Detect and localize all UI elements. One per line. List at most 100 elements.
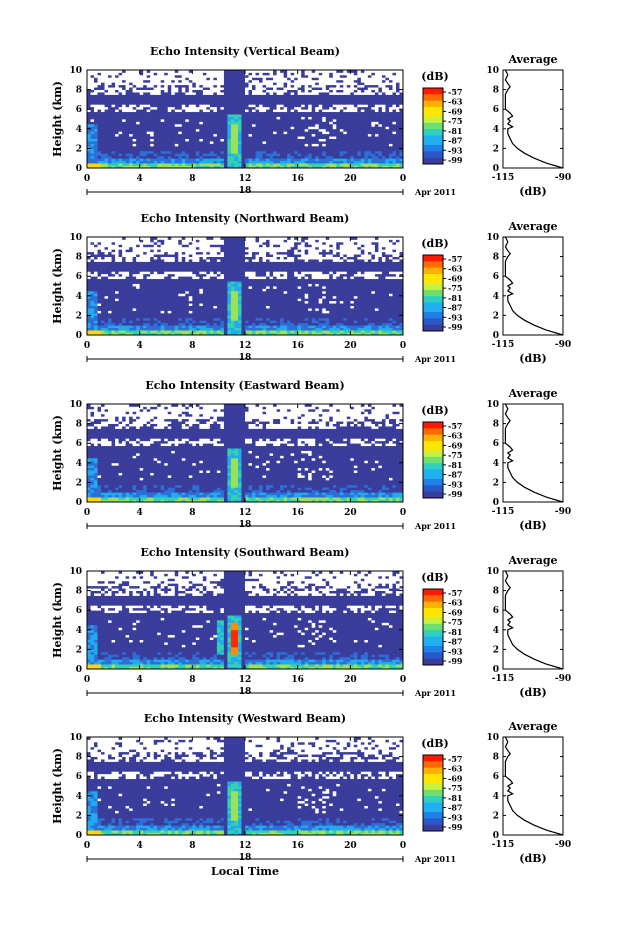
heatmap-cell (360, 119, 365, 122)
heatmap-cell (174, 276, 179, 280)
heatmap-cell (192, 104, 197, 108)
heatmap-cell (171, 160, 176, 164)
heatmap-cell (118, 99, 123, 103)
heatmap-cell (171, 121, 176, 125)
heatmap-cell (297, 128, 302, 132)
heatmap-cell (255, 72, 260, 76)
heatmap-cell (97, 239, 102, 243)
heatmap-cell (395, 158, 400, 162)
heatmap-cell (108, 138, 112, 142)
heatmap-cell (104, 116, 109, 120)
heatmap-cell (367, 101, 372, 105)
heatmap-cell (315, 136, 320, 139)
heatmap-cell (94, 163, 98, 166)
heatmap-cell (353, 153, 358, 157)
heatmap-cell (192, 116, 197, 120)
heatmap-cell (125, 82, 130, 86)
heatmap-cell (206, 148, 211, 152)
heatmap-cell (315, 148, 320, 152)
heatmap-cell (336, 111, 341, 115)
heatmap-cell (195, 261, 200, 265)
heatmap-cell (157, 317, 162, 321)
heatmap-cell (97, 268, 102, 272)
heatmap-cell (178, 332, 183, 336)
heatmap-cell (101, 145, 105, 149)
heatmap-cell (192, 131, 197, 135)
heatmap-cell (164, 286, 169, 289)
heatmap-cell (290, 74, 295, 78)
heatmap-cell (399, 150, 404, 154)
heatmap-cell (132, 126, 137, 130)
heatmap-cell (146, 106, 151, 110)
heatmap-cell (223, 72, 228, 76)
heatmap-cell (143, 259, 148, 262)
heatmap-cell (329, 77, 334, 81)
heatmap-cell (171, 261, 176, 265)
heatmap-cell (122, 300, 127, 304)
heatmap-cell (202, 101, 207, 105)
heatmap-cell (245, 145, 249, 149)
heatmap-cell (252, 114, 256, 117)
heatmap-cell (195, 126, 200, 130)
heatmap-cell (90, 239, 95, 243)
heatmap-cell (139, 300, 144, 304)
heatmap-cell (174, 317, 179, 321)
heatmap-cell (195, 312, 200, 316)
heatmap-cell (87, 114, 91, 117)
heatmap-cell (336, 74, 341, 78)
heatmap-cell (122, 138, 127, 142)
heatmap-cell (245, 148, 249, 152)
heatmap-cell (90, 92, 95, 95)
heatmap-cell (146, 254, 151, 257)
heatmap-cell (192, 155, 197, 159)
heatmap-cell (339, 141, 344, 144)
heatmap-cell (157, 77, 162, 81)
heatmap-cell (206, 136, 211, 139)
heatmap-cell (174, 106, 179, 110)
heatmap-cell (125, 278, 130, 282)
heatmap-cell (364, 136, 369, 139)
heatmap-cell (118, 312, 123, 316)
heatmap-cell (216, 89, 221, 93)
heatmap-cell (167, 79, 172, 83)
heatmap-cell (132, 276, 137, 280)
colorbar-segment (423, 141, 443, 146)
heatmap-cell (346, 96, 351, 100)
heatmap-cell (94, 133, 98, 137)
heatmap-cell (94, 310, 98, 314)
heatmap-cell (146, 163, 151, 166)
heatmap-cell (146, 82, 151, 86)
heatmap-cell (350, 114, 355, 117)
heatmap-cell (252, 141, 256, 144)
heatmap-cell (160, 325, 165, 329)
heatmap-cell (262, 131, 267, 135)
heatmap-cell (136, 72, 141, 76)
heatmap-cell (160, 141, 165, 144)
heatmap-cell (325, 123, 330, 127)
heatmap-cell (153, 72, 158, 76)
heatmap-cell (185, 303, 190, 306)
heatmap-cell (125, 70, 130, 73)
heatmap-cell (146, 241, 151, 245)
heatmap-cell (178, 261, 183, 265)
heatmap-cell (259, 72, 263, 76)
heatmap-cell (332, 145, 337, 149)
heatmap-cell (94, 249, 98, 253)
heatmap-cell (283, 160, 288, 164)
heatmap-cell (262, 123, 267, 127)
heatmap-cell (153, 133, 158, 137)
heatmap-cell (164, 295, 169, 299)
heatmap-cell (164, 109, 169, 113)
heatmap-cell (209, 106, 214, 110)
heatmap-cell (237, 131, 242, 135)
heatmap-cell (153, 131, 158, 135)
heatmap-cell (153, 266, 158, 270)
heatmap-cell (108, 330, 112, 333)
heatmap-cell (311, 133, 316, 137)
heatmap-cell (153, 160, 158, 164)
heatmap-cell (343, 70, 348, 73)
heatmap-cell (259, 150, 263, 154)
heatmap-cell (171, 300, 176, 304)
heatmap-cell (311, 114, 316, 117)
heatmap-cell (245, 155, 249, 159)
